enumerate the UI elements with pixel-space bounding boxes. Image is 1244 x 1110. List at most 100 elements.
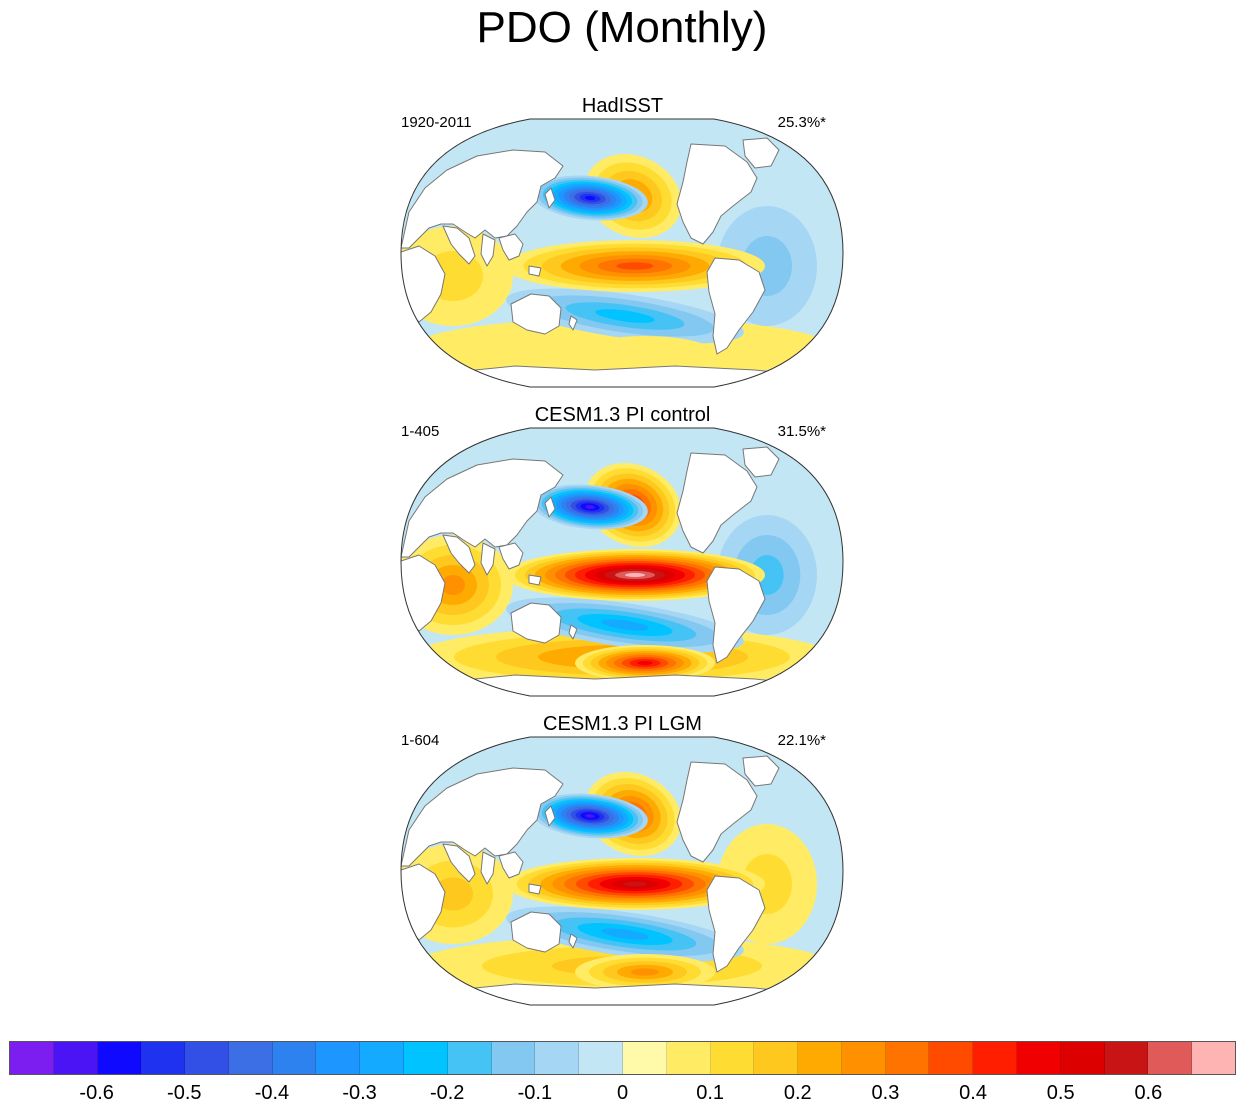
colorbar-swatch [798, 1042, 842, 1074]
anomaly-contour [616, 262, 654, 270]
colorbar-swatch [228, 1042, 273, 1074]
map-cesm-pi-control [400, 427, 844, 697]
anomaly-contour [601, 619, 649, 631]
anomaly-contour [631, 968, 659, 976]
sst-field [401, 428, 843, 696]
landmass [544, 496, 556, 518]
landmass [401, 458, 564, 558]
colorbar-tick-label: -0.5 [167, 1082, 202, 1104]
colorbar-swatch [360, 1042, 405, 1074]
landmass [706, 257, 766, 355]
colorbar-tick-label: 0.3 [871, 1082, 900, 1104]
landmass [510, 602, 562, 644]
colorbar-swatch [447, 1042, 492, 1074]
colorbar-swatch [97, 1042, 142, 1074]
map-outline [400, 427, 844, 697]
colorbar-swatch [1192, 1042, 1235, 1074]
landmass [401, 149, 564, 249]
map-outline [400, 736, 844, 1006]
panel-hadisst: HadISST 1920-2011 25.3%* [395, 94, 850, 394]
landmass [676, 452, 758, 554]
landmass [568, 933, 578, 949]
landmass [498, 542, 524, 570]
colorbar-swatch [710, 1042, 755, 1074]
landmass [676, 143, 758, 245]
colorbar-swatch [622, 1042, 667, 1074]
colorbar-tick-label: 0 [616, 1082, 629, 1104]
anomaly-contour [575, 336, 715, 372]
colorbar-tick-label: -0.2 [429, 1082, 465, 1104]
panel-period: 1-604 [401, 732, 440, 749]
colorbar-tick-label: -0.4 [254, 1082, 290, 1104]
panel-variance: 25.3%* [777, 114, 826, 131]
colorbar-swatch [404, 1042, 448, 1074]
landmass [676, 761, 758, 863]
landmass [706, 875, 766, 973]
colorbar-tick-label: 0.5 [1046, 1082, 1075, 1104]
panel-title: HadISST [581, 95, 664, 117]
map-outline [400, 118, 844, 388]
colorbar-tick-label: 0.1 [696, 1082, 725, 1104]
anomaly-contour [625, 573, 645, 577]
anomaly-contour [584, 195, 596, 201]
colorbar-swatch [1148, 1042, 1193, 1074]
colorbar-swatch [185, 1042, 229, 1074]
landmass [742, 446, 780, 478]
colorbar-swatch [579, 1042, 623, 1074]
figure-title: PDO (Monthly) [476, 3, 768, 52]
landmass [544, 805, 556, 827]
colorbar-swatch [491, 1042, 536, 1074]
colorbar-tick-label: 0.2 [783, 1082, 812, 1104]
anomaly-contour [595, 309, 655, 323]
landmass [480, 542, 496, 576]
colorbar-swatch [885, 1042, 930, 1074]
colorbar-swatch [929, 1042, 974, 1074]
anomaly-contour [637, 661, 653, 665]
landmass [528, 883, 542, 895]
map-hadisst [400, 118, 844, 388]
panel-cesm-pi-lgm: CESM1.3 PI LGM 1-604 22.1%* [395, 712, 850, 1012]
anomaly-contour [601, 928, 649, 940]
landmass [442, 534, 476, 574]
colorbar-tick-label: -0.6 [79, 1082, 114, 1104]
landmass [544, 187, 556, 209]
landmass [442, 225, 476, 265]
panel-title: CESM1.3 PI control [534, 404, 711, 426]
landmass [434, 365, 808, 387]
landmass [568, 624, 578, 640]
colorbar-swatch [1104, 1042, 1149, 1074]
colorbar-swatch [666, 1042, 711, 1074]
landmass [568, 315, 578, 331]
landmass [510, 911, 562, 953]
colorbar-swatch [754, 1042, 799, 1074]
landmass [498, 851, 524, 879]
map-cesm-pi-lgm [400, 736, 844, 1006]
landmass [498, 233, 524, 261]
colorbar-tick-label: 0.6 [1134, 1082, 1163, 1104]
landmass [742, 755, 780, 787]
sst-field [401, 737, 843, 1005]
anomaly-contour [585, 814, 595, 818]
colorbar-swatch [1060, 1042, 1105, 1074]
colorbar-tick-label: 0.4 [959, 1082, 987, 1104]
colorbar-swatch [841, 1042, 886, 1074]
colorbar-swatch [272, 1042, 317, 1074]
colorbar-swatch [141, 1042, 186, 1074]
landmass [401, 767, 564, 867]
colorbar-swatch [1016, 1042, 1061, 1074]
landmass [480, 851, 496, 885]
colorbar-swatch [535, 1042, 580, 1074]
landmass [480, 233, 496, 267]
landmass [442, 843, 476, 883]
panel-variance: 22.1%* [777, 732, 826, 749]
panel-cesm-pi-control: CESM1.3 PI control 1-405 31.5%* [395, 403, 850, 703]
colorbar [9, 1041, 1236, 1075]
sst-field [401, 119, 843, 387]
anomaly-contour [623, 881, 647, 887]
colorbar-swatch [53, 1042, 98, 1074]
landmass [528, 574, 542, 586]
landmass [434, 983, 808, 1005]
landmass [528, 265, 542, 277]
landmass [706, 566, 766, 664]
panel-variance: 31.5%* [777, 423, 826, 440]
